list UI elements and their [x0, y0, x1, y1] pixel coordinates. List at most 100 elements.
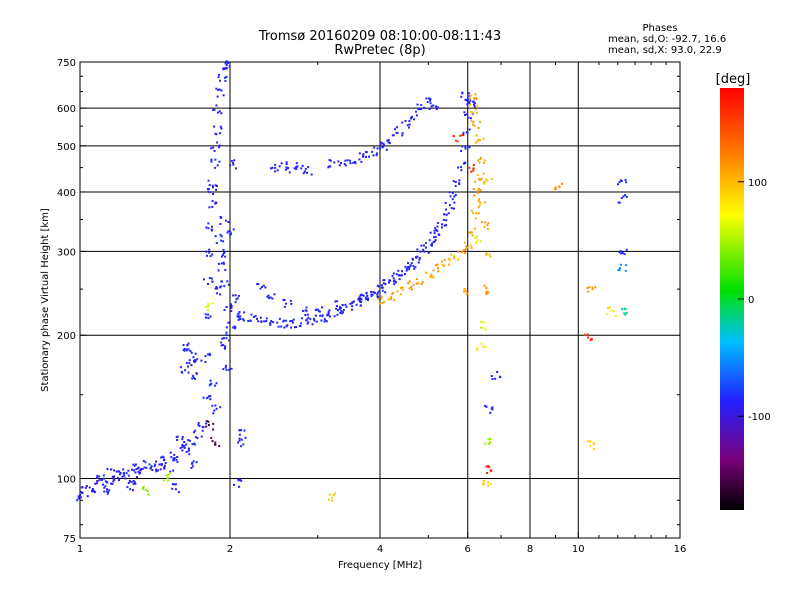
data-point [215, 286, 218, 288]
data-point [207, 395, 210, 398]
data-point [614, 314, 617, 317]
data-point [475, 212, 478, 215]
data-point [486, 179, 489, 182]
data-point [285, 302, 287, 305]
data-point [329, 159, 332, 162]
data-point [193, 360, 196, 363]
data-point [362, 294, 365, 297]
data-point [163, 467, 166, 470]
data-point [225, 306, 228, 308]
data-point [401, 288, 404, 291]
data-point [160, 456, 163, 459]
data-point [211, 184, 214, 187]
data-point [445, 219, 448, 222]
data-point [118, 479, 120, 482]
data-point [131, 489, 134, 492]
data-point [140, 468, 143, 470]
data-point [205, 226, 208, 229]
data-point [415, 110, 417, 113]
data-point [111, 475, 114, 478]
data-point [464, 114, 466, 116]
data-point [183, 446, 186, 449]
data-point [449, 195, 452, 198]
data-point [283, 299, 286, 302]
data-point [145, 466, 148, 469]
data-point [261, 285, 263, 288]
data-point [417, 108, 420, 110]
data-point [470, 231, 473, 234]
data-point [292, 318, 295, 321]
data-point [286, 324, 289, 327]
data-point [163, 466, 166, 469]
data-point [165, 474, 168, 477]
data-point [177, 491, 180, 494]
data-point [211, 404, 214, 407]
data-point [463, 111, 466, 114]
data-point [211, 302, 214, 305]
data-point [102, 474, 105, 477]
data-point [487, 222, 490, 225]
colorbar-tick-label: 100 [748, 178, 767, 189]
data-point [466, 246, 468, 249]
data-point [384, 283, 387, 285]
stats-line-o: mean, sd,O: -92.7, 16.6 [608, 34, 726, 45]
data-point [423, 250, 426, 253]
data-point [187, 365, 190, 368]
data-point [445, 213, 448, 216]
x-axis-label: Frequency [MHz] [338, 560, 422, 571]
data-point [458, 182, 461, 185]
data-point [433, 232, 436, 235]
data-point [265, 320, 268, 322]
data-point [151, 469, 154, 471]
data-point [307, 316, 310, 319]
data-point [464, 252, 467, 255]
data-point [482, 161, 485, 164]
data-point [413, 118, 415, 121]
data-point [365, 292, 368, 295]
data-point [216, 292, 219, 295]
data-point [474, 180, 477, 183]
data-point [436, 230, 439, 233]
data-point [233, 159, 236, 162]
data-point [484, 328, 487, 331]
data-point [360, 298, 363, 301]
data-point [205, 425, 208, 428]
data-point [158, 463, 161, 466]
data-point [243, 311, 246, 314]
data-point [225, 368, 228, 371]
data-point [408, 120, 411, 123]
data-point [290, 302, 293, 305]
data-point [148, 463, 151, 466]
data-point [234, 294, 237, 297]
data-point [228, 65, 231, 68]
x-tick-label: 1 [77, 544, 83, 555]
data-point [380, 284, 383, 287]
data-point [432, 241, 435, 244]
data-point [487, 481, 490, 484]
data-point [485, 290, 488, 293]
data-point [354, 162, 357, 165]
data-point [395, 126, 398, 129]
data-point [227, 62, 230, 65]
data-point [244, 436, 247, 439]
data-point [181, 445, 184, 448]
data-point [407, 282, 410, 285]
data-point [468, 146, 471, 149]
data-point [479, 179, 482, 181]
data-point [435, 105, 438, 108]
data-point [421, 281, 424, 284]
data-point [379, 302, 382, 305]
data-point [482, 321, 485, 324]
data-point [466, 131, 469, 134]
data-point [472, 100, 475, 103]
data-point [209, 398, 212, 401]
data-point [474, 93, 477, 96]
data-point [478, 177, 480, 180]
data-point [164, 464, 166, 467]
data-point [409, 264, 412, 267]
data-point [428, 251, 431, 254]
data-point [323, 318, 326, 321]
data-point [214, 441, 217, 444]
data-point [291, 321, 294, 324]
data-point [189, 350, 192, 352]
